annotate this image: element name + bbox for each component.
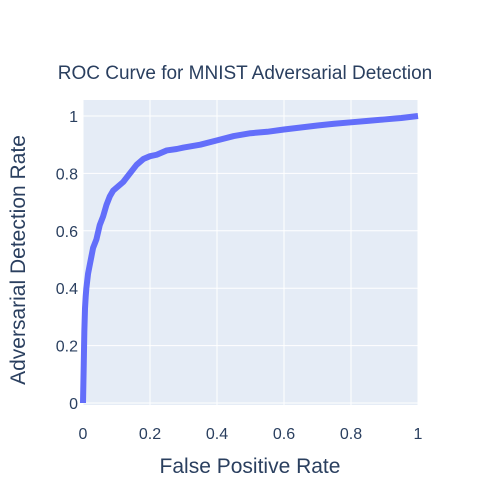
x-tick-label: 1 [414, 426, 423, 443]
x-tick-labels: 0 0.2 0.4 0.6 0.8 1 [79, 426, 423, 443]
roc-curve-line [80, 113, 419, 404]
gridlines [82, 100, 419, 405]
y-tick-label: 0.8 [56, 166, 78, 183]
y-axis-label: Adversarial Detection Rate [7, 135, 30, 385]
x-tick-label: 0.6 [273, 426, 295, 443]
series-layer [80, 113, 419, 404]
y-tick-label: 0.6 [56, 224, 78, 241]
y-tick-label: 0.4 [56, 281, 78, 298]
x-tick-label: 0 [79, 426, 88, 443]
x-tick-label: 0.4 [206, 426, 228, 443]
y-tick-labels: 0 0.2 0.4 0.6 0.8 1 [56, 109, 78, 413]
x-tick-label: 0.2 [139, 426, 161, 443]
x-tick-label: 0.8 [340, 426, 362, 443]
chart-title: ROC Curve for MNIST Adversarial Detectio… [58, 63, 433, 84]
y-tick-label: 0.2 [56, 339, 78, 356]
plot-area [83, 100, 418, 405]
x-axis-label: False Positive Rate [160, 455, 341, 478]
y-tick-label: 0 [69, 396, 78, 413]
y-tick-label: 1 [69, 109, 78, 126]
